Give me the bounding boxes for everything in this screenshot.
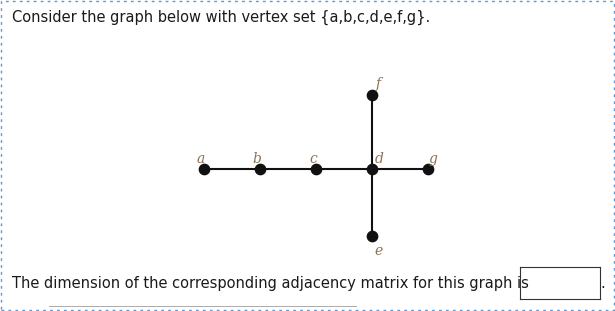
Text: g: g: [428, 152, 437, 166]
Point: [255, 167, 265, 172]
Text: e: e: [375, 244, 383, 258]
Text: .: .: [601, 276, 606, 290]
Point: [423, 167, 433, 172]
Point: [199, 167, 209, 172]
Text: c: c: [309, 152, 317, 166]
Point: [311, 167, 321, 172]
Point: [367, 234, 377, 239]
Text: b: b: [253, 152, 261, 166]
Text: f: f: [376, 77, 381, 91]
Text: The dimension of the corresponding adjacency matrix for this graph is: The dimension of the corresponding adjac…: [12, 276, 529, 290]
Point: [367, 92, 377, 97]
Text: a: a: [197, 152, 205, 166]
Point: [367, 167, 377, 172]
Text: Consider the graph below with vertex set {a,b,c,d,e,f,g}.: Consider the graph below with vertex set…: [12, 9, 430, 25]
Text: d: d: [375, 152, 383, 166]
